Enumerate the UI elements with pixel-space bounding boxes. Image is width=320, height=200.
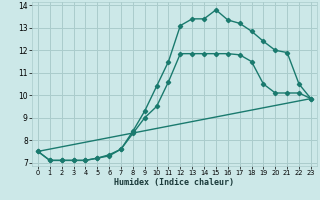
X-axis label: Humidex (Indice chaleur): Humidex (Indice chaleur) (115, 178, 234, 187)
